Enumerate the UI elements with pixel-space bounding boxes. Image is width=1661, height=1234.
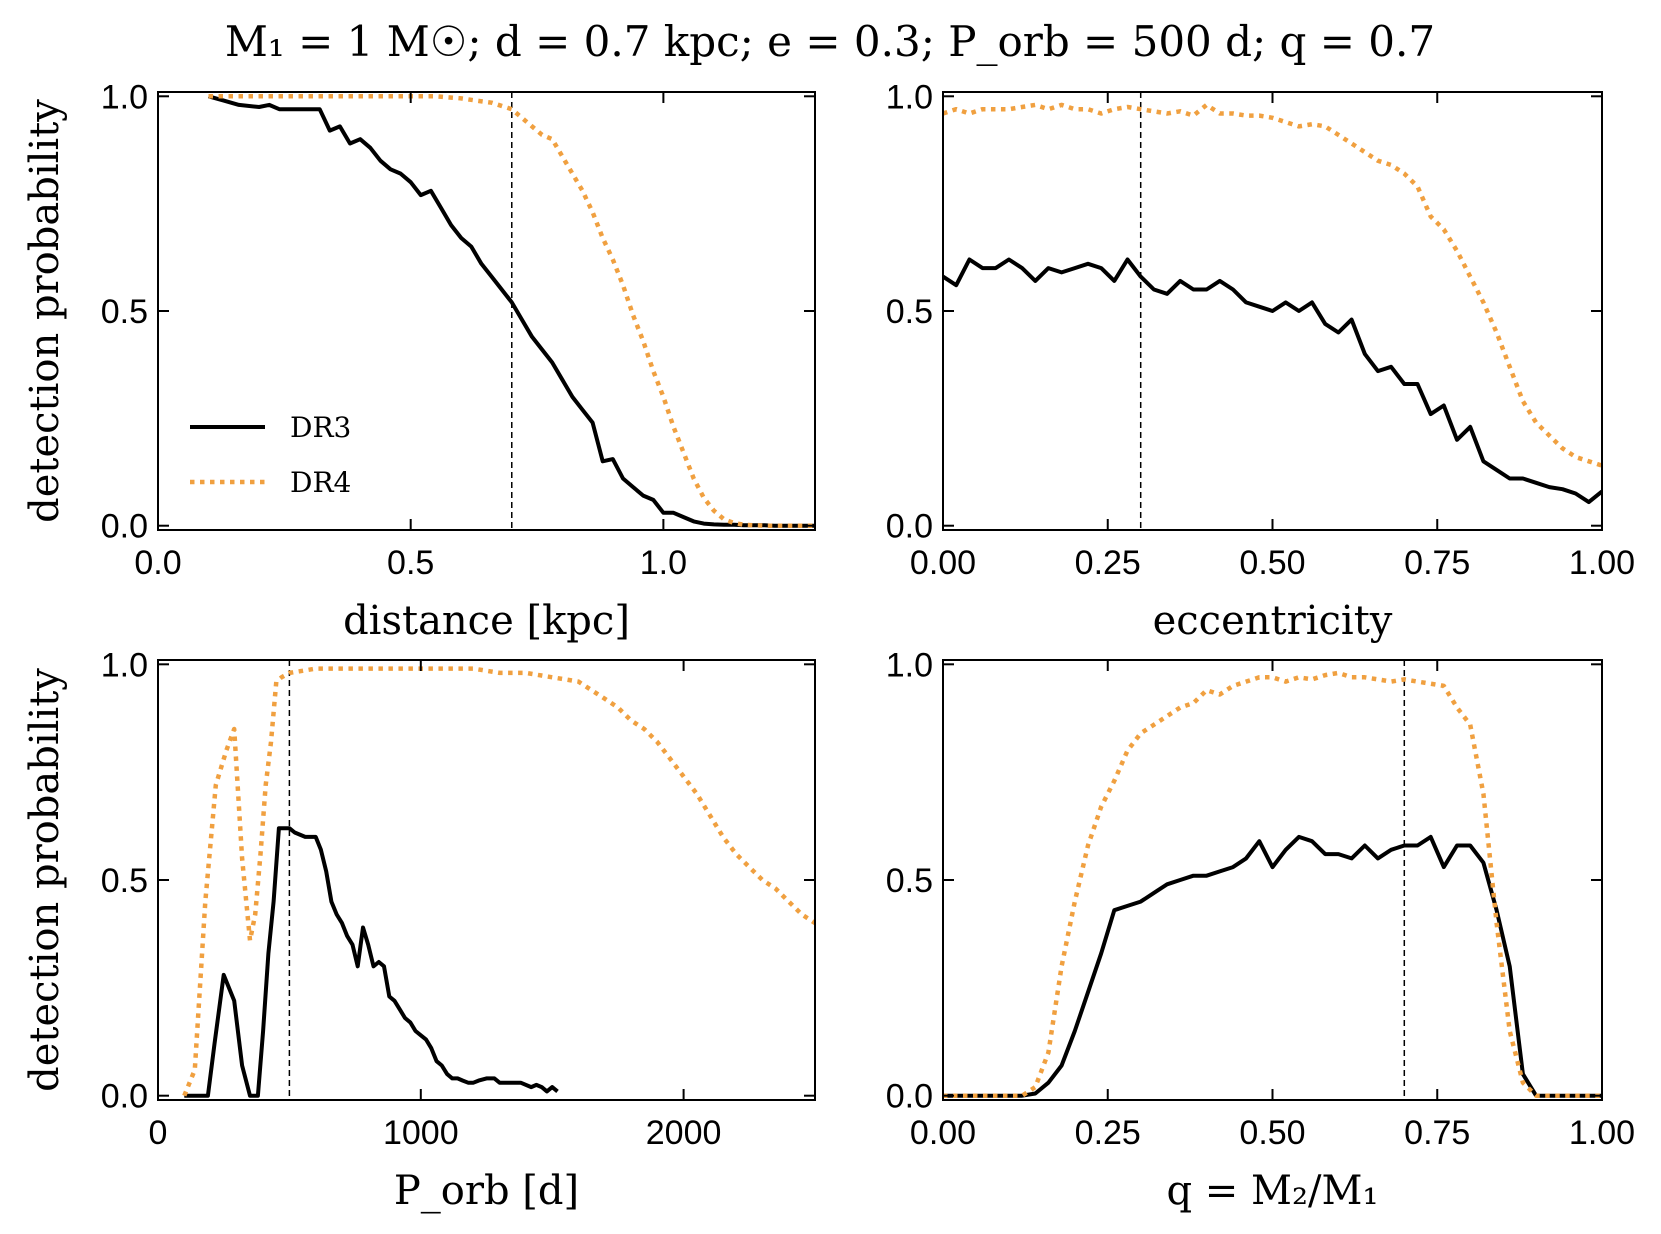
x-tick-label: 1.0 xyxy=(640,544,687,582)
dr4-series-line xyxy=(943,102,1602,468)
axes-frame xyxy=(942,659,1603,1101)
x-tick-label: 0.5 xyxy=(387,544,434,582)
x-tick-label: 0.25 xyxy=(1075,544,1141,582)
x-tick-label: 1000 xyxy=(383,1114,459,1152)
y-tick-label: 0.0 xyxy=(886,1078,933,1116)
panel-2: 0.00 0.25 0.50 0.75 1.00 0.0 0.5 1.0 eccentricit… xyxy=(886,78,1635,644)
x-tick-label: 2000 xyxy=(646,1114,722,1152)
y-tick-label: 0.5 xyxy=(101,862,148,900)
x-tick-label: 1.00 xyxy=(1569,544,1635,582)
dr3-series-line xyxy=(943,834,1602,1098)
panel-4: 0.00 0.25 0.50 0.75 1.00 0.0 0.5 1.0 q = M₂/M₁ xyxy=(886,646,1635,1214)
dr4-series-line xyxy=(182,666,815,1097)
y-tick-label: 0.0 xyxy=(101,508,148,546)
dr4-series-line xyxy=(943,670,1602,1098)
x-tick-label: 0.25 xyxy=(1075,1114,1141,1152)
y-axis-label: detection probability xyxy=(22,99,68,523)
dr3-series-line xyxy=(184,826,559,1098)
x-axis-label: eccentricity xyxy=(1153,598,1393,644)
x-axis-label: distance [kpc] xyxy=(343,598,630,644)
y-tick-label: 0.0 xyxy=(886,508,933,546)
x-axis-label: P_orb [d] xyxy=(394,1168,579,1214)
x-tick-label: 0.00 xyxy=(910,1114,976,1152)
y-tick-label: 0.5 xyxy=(886,293,933,331)
y-tick-label: 0.5 xyxy=(886,862,933,900)
x-axis-label: q = M₂/M₁ xyxy=(1166,1168,1378,1214)
axes-frame xyxy=(157,91,816,531)
x-tick-label: 0.0 xyxy=(134,544,181,582)
y-tick-label: 1.0 xyxy=(101,78,148,116)
x-tick-label: 0.00 xyxy=(910,544,976,582)
y-axis-label: detection probability xyxy=(22,668,68,1092)
panel-3: 0 1000 2000 0.0 0.5 1.0 P_orb [d] detection pro… xyxy=(22,646,816,1214)
y-tick-label: 1.0 xyxy=(101,646,148,684)
y-tick-label: 1.0 xyxy=(886,78,933,116)
dr4-series-line xyxy=(208,94,815,528)
y-tick-label: 0.0 xyxy=(101,1078,148,1116)
x-tick-label: 0.75 xyxy=(1404,1114,1470,1152)
panel-1: 0.0 0.5 1.0 0.0 0.5 1.0 distance [kpc] detectio… xyxy=(22,78,816,644)
x-tick-label: 1.00 xyxy=(1569,1114,1635,1152)
dr3-series-line xyxy=(207,94,815,528)
legend-dr4-label: DR4 xyxy=(290,466,351,499)
axes-frame xyxy=(157,659,816,1101)
x-tick-label: 0.50 xyxy=(1239,544,1305,582)
legend-dr3-label: DR3 xyxy=(290,411,351,444)
y-tick-label: 0.5 xyxy=(101,293,148,331)
x-tick-label: 0 xyxy=(149,1114,168,1152)
legend: DR3 DR4 xyxy=(190,411,351,499)
x-tick-label: 0.50 xyxy=(1239,1114,1305,1152)
y-tick-label: 1.0 xyxy=(886,646,933,684)
figure-title: M₁ = 1 M☉; d = 0.7 kpc; e = 0.3; P_orb =… xyxy=(225,17,1435,66)
dr3-series-line xyxy=(943,257,1602,505)
x-tick-label: 0.75 xyxy=(1404,544,1470,582)
